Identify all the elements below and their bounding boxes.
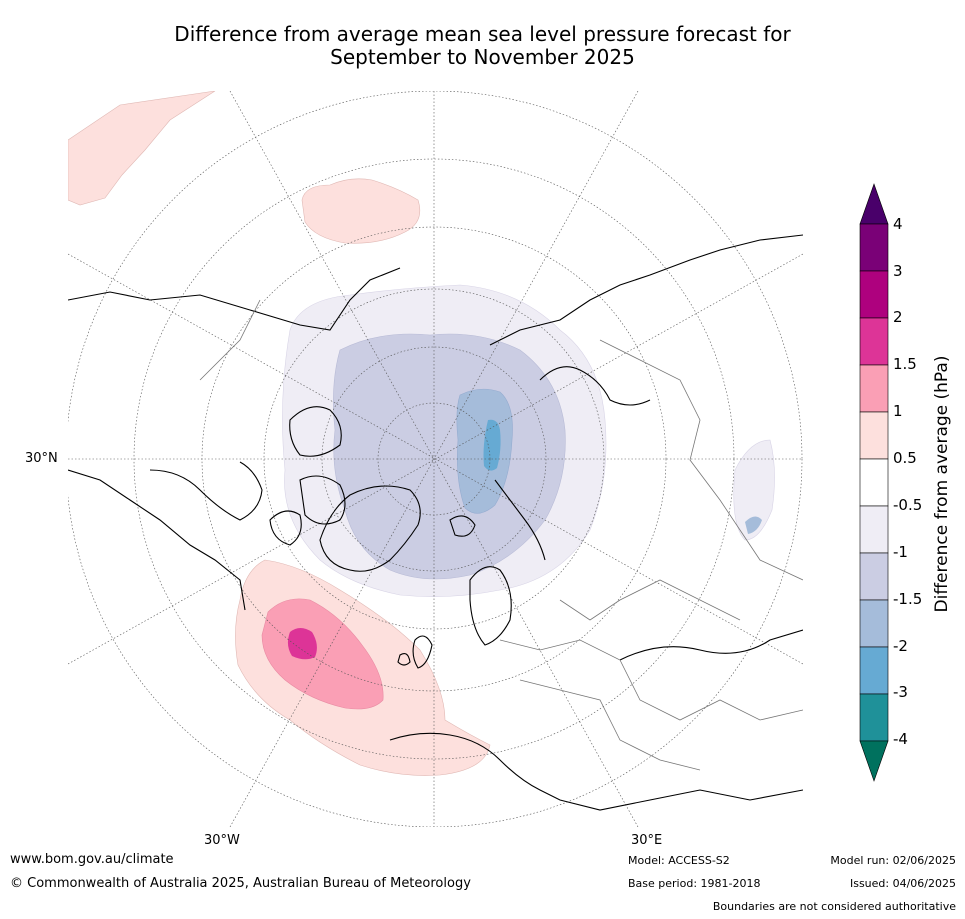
pacific-high-region xyxy=(68,91,216,206)
cb-label-2: 2 xyxy=(893,308,903,326)
colorbar-segment xyxy=(859,223,889,272)
cb-label-neg-0-5: -0.5 xyxy=(893,496,923,514)
copyright-text: © Commonwealth of Australia 2025, Austra… xyxy=(10,876,471,891)
cb-label-neg-2: -2 xyxy=(893,637,908,655)
website-link[interactable]: www.bom.gov.au/climate xyxy=(10,852,174,867)
title-line-1: Difference from average mean sea level p… xyxy=(174,22,791,46)
colorbar-segment xyxy=(859,693,889,742)
cb-label-neg-1-5: -1.5 xyxy=(893,590,923,608)
cb-label-neg-4: -4 xyxy=(893,730,908,748)
atlantic-high-core xyxy=(287,628,317,660)
cb-label-1: 1 xyxy=(893,402,903,420)
title-line-2: September to November 2025 xyxy=(330,45,635,69)
colorbar-over-arrow xyxy=(859,183,889,225)
cb-label-3: 3 xyxy=(893,262,903,280)
cb-label-0-5: 0.5 xyxy=(893,449,917,467)
lon-label-30e: 30°E xyxy=(631,833,663,848)
arctic-low-core xyxy=(483,419,501,471)
colorbar-title: Difference from average (hPa) xyxy=(932,355,952,613)
disclaimer-text: Boundaries are not considered authoritat… xyxy=(712,900,956,913)
colorbar-segment xyxy=(859,552,889,601)
atlantic-high-mid xyxy=(261,598,384,710)
colorbar-segment xyxy=(859,646,889,695)
country-borders xyxy=(199,299,803,771)
cb-label-neg-3: -3 xyxy=(893,683,908,701)
colorbar-segment xyxy=(859,317,889,366)
colorbar xyxy=(859,183,889,782)
map-plot-area xyxy=(68,91,803,827)
colorbar-segment xyxy=(859,599,889,648)
coastlines xyxy=(68,234,803,811)
arctic-low-mid xyxy=(333,333,566,580)
colorbar-segment xyxy=(859,411,889,460)
lon-label-30w: 30°W xyxy=(204,833,240,848)
cb-label-4: 4 xyxy=(893,215,903,233)
colorbar-segment xyxy=(859,458,889,507)
base-period-text: Base period: 1981-2018 xyxy=(628,877,761,890)
colorbar-segment xyxy=(859,505,889,554)
colorbar-segment xyxy=(859,270,889,319)
colorbar-under-arrow xyxy=(859,740,889,782)
north-pacific-blob xyxy=(301,178,421,244)
issued-text: Issued: 04/06/2025 xyxy=(849,877,956,890)
cb-label-neg-1: -1 xyxy=(893,543,908,561)
lat-label-30n: 30°N xyxy=(25,451,58,466)
colorbar-segment xyxy=(859,364,889,413)
siberia-low-core xyxy=(745,516,762,534)
model-run-text: Model run: 02/06/2025 xyxy=(830,854,956,867)
graticule xyxy=(68,91,803,827)
cb-label-1-5: 1.5 xyxy=(893,355,917,373)
model-text: Model: ACCESS-S2 xyxy=(628,854,730,867)
